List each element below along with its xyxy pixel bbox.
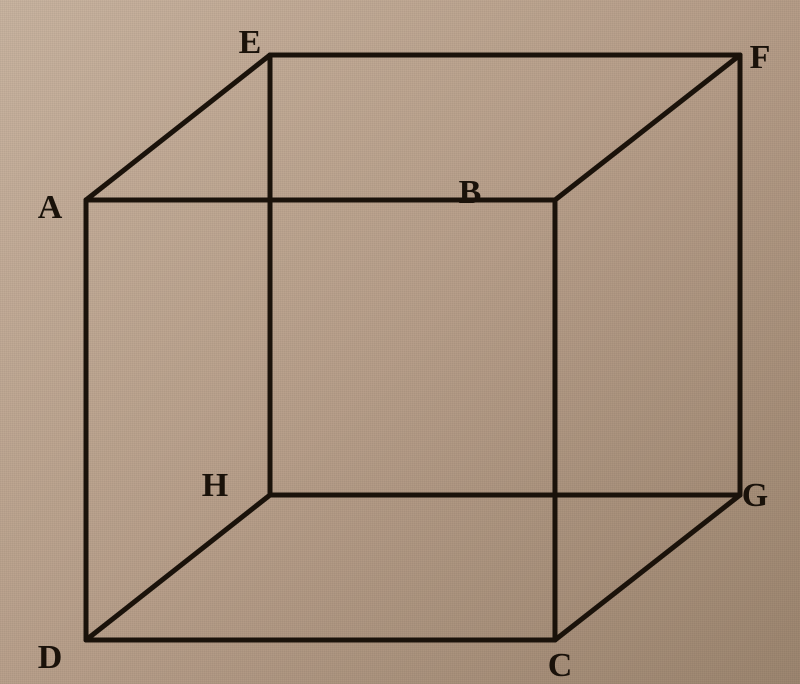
cube-edges — [86, 55, 740, 640]
vertex-label-H: H — [202, 467, 228, 504]
vertex-label-E: E — [239, 24, 262, 61]
cube-vertex-labels: A E F B D H G C — [38, 24, 771, 684]
edge-F-B — [555, 55, 740, 200]
edge-G-C — [555, 495, 740, 640]
edge-A-E — [86, 55, 270, 200]
vertex-label-D: D — [38, 639, 63, 676]
edge-D-H — [86, 495, 270, 640]
vertex-label-A: A — [38, 189, 63, 226]
vertex-label-C: C — [548, 647, 573, 684]
vertex-label-F: F — [750, 39, 771, 76]
vertex-label-G: G — [742, 477, 768, 514]
vertex-label-B: B — [459, 174, 482, 211]
cube-diagram: A E F B D H G C — [0, 0, 800, 684]
